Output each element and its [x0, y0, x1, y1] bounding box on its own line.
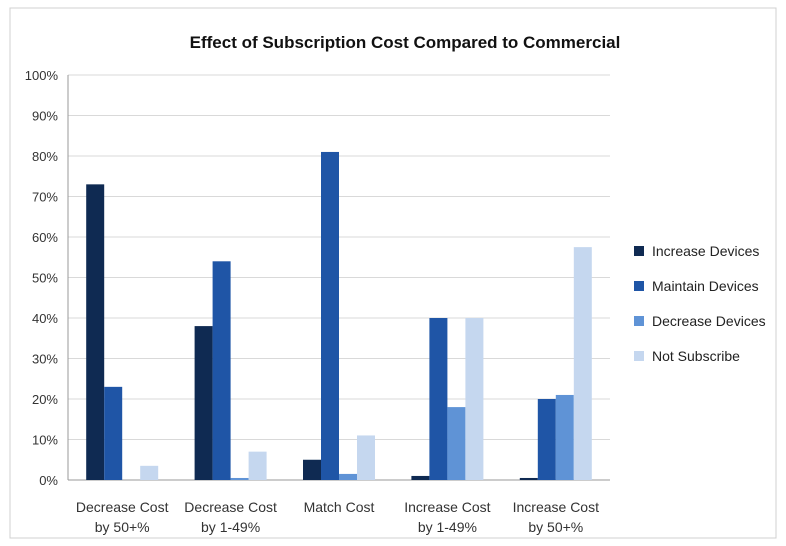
bar: [248, 451, 267, 480]
bar: [573, 247, 592, 480]
x-tick-label: Increase Cost by 50+%: [513, 499, 599, 535]
y-tick-label: 60%: [32, 230, 58, 245]
legend-label: Not Subscribe: [652, 348, 740, 364]
bar: [429, 318, 448, 480]
bar: [321, 151, 339, 480]
bar: [465, 318, 484, 480]
y-tick-label: 80%: [32, 149, 58, 164]
legend-swatch: [634, 281, 644, 291]
x-tick-label: Increase Cost by 1-49%: [404, 499, 490, 535]
legend-label: Maintain Devices: [652, 278, 759, 294]
axes: 0% 10% 20% 30% 40% 50% 60% 70% 80% 90% 100% Decreas…: [25, 68, 599, 535]
y-tick-label: 50%: [32, 271, 58, 286]
bar: [104, 386, 123, 480]
bar: [447, 407, 466, 480]
legend-swatch: [634, 246, 644, 256]
x-tick-label: Decrease Cost by 50+%: [76, 499, 169, 535]
bar: [212, 261, 231, 480]
bar: [230, 477, 249, 480]
bar: [194, 326, 213, 480]
y-tick-label: 100%: [25, 68, 59, 83]
bar: [303, 459, 321, 480]
bar: [411, 475, 430, 480]
y-tick-label: 0%: [39, 473, 58, 488]
bars: [86, 151, 592, 480]
chart-title: Effect of Subscription Cost Compared to …: [190, 33, 621, 52]
legend-label: Increase Devices: [652, 243, 759, 259]
bar: [339, 473, 357, 480]
x-tick-label: Decrease Cost by 1-49%: [184, 499, 277, 535]
bar: [86, 184, 105, 480]
chart-frame: [9, 7, 777, 539]
legend: Increase Devices Maintain Devices Decrease…: [634, 243, 766, 364]
bar: [555, 394, 574, 480]
y-tick-label: 30%: [32, 352, 58, 367]
bar: [519, 477, 538, 480]
y-tick-label: 10%: [32, 433, 58, 448]
y-tick-label: 90%: [32, 109, 58, 124]
bar: [357, 435, 375, 480]
y-tick-label: 70%: [32, 190, 58, 205]
legend-swatch: [634, 316, 644, 326]
bar: [140, 465, 159, 480]
bar: [537, 399, 556, 480]
y-tick-label: 40%: [32, 311, 58, 326]
y-tick-label: 20%: [32, 392, 58, 407]
legend-swatch: [634, 351, 644, 361]
legend-label: Decrease Devices: [652, 313, 766, 329]
x-tick-label: Match Cost: [304, 499, 375, 515]
